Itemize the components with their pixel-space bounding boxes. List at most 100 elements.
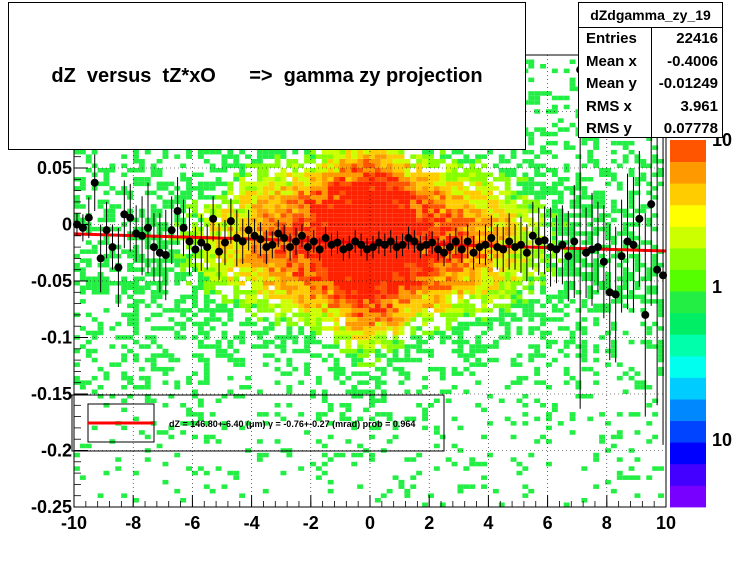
heatmap-cell (386, 339, 393, 345)
heatmap-cell (404, 294, 411, 300)
heatmap-cell (174, 335, 181, 340)
heatmap-cell (333, 272, 340, 277)
heatmap-cell (522, 213, 529, 218)
heatmap-cell (469, 258, 476, 263)
heatmap-cell (345, 339, 352, 345)
heatmap-cell (351, 357, 358, 363)
heatmap-cell (280, 335, 287, 340)
heatmap-cell (410, 281, 417, 286)
heatmap-cell (369, 204, 375, 209)
heatmap-cell (339, 412, 346, 417)
heatmap-cell (203, 272, 210, 277)
heatmap-cell (369, 258, 375, 263)
heatmap-cell (333, 330, 340, 336)
heatmap-cell (504, 231, 511, 236)
heatmap-cell (510, 262, 517, 268)
stats-row-rms-y: RMS y 0.07778 (579, 118, 722, 141)
heatmap-cell (610, 204, 617, 209)
heatmap-cell (445, 204, 452, 209)
heatmap-cell (286, 253, 293, 259)
heatmap-cell (327, 312, 334, 318)
heatmap-cell (274, 357, 281, 363)
heatmap-cell (363, 195, 369, 200)
heatmap-cell (239, 272, 246, 277)
heatmap-cell (640, 294, 647, 300)
heatmap-cell (156, 181, 163, 187)
heatmap-cell (628, 475, 635, 480)
heatmap-cell (410, 272, 417, 277)
heatmap-cell (298, 276, 305, 282)
heatmap-cell (162, 326, 169, 331)
heatmap-cell (380, 412, 387, 417)
profile-point-group (386, 230, 395, 253)
heatmap-cell (510, 267, 517, 272)
heatmap-cell (321, 272, 328, 277)
heatmap-cell (280, 231, 287, 236)
heatmap-cell (634, 244, 641, 250)
heatmap-cell (422, 177, 428, 182)
heatmap-cell (386, 181, 393, 187)
heatmap-cell (587, 204, 594, 209)
heatmap-cell (457, 285, 464, 291)
heatmap-cell (445, 199, 452, 205)
heatmap-cell (575, 267, 582, 272)
heatmap-cell (469, 172, 476, 178)
data-point (528, 231, 537, 240)
heatmap-cell (256, 330, 263, 336)
heatmap-cell (610, 321, 617, 327)
heatmap-cell (245, 204, 251, 209)
heatmap-cell (192, 204, 198, 209)
heatmap-cell (321, 213, 328, 218)
heatmap-cell (256, 258, 263, 263)
heatmap-cell (333, 452, 340, 458)
heatmap-cell (351, 190, 358, 196)
heatmap-cell (593, 380, 600, 385)
heatmap-cell (245, 272, 251, 277)
heatmap-cell (221, 217, 228, 223)
heatmap-cell (546, 439, 552, 444)
heatmap-cell (221, 195, 228, 200)
heatmap-cell (416, 357, 423, 363)
heatmap-cell (528, 190, 535, 196)
heatmap-cell (451, 312, 458, 318)
heatmap-cell (133, 168, 139, 173)
profile-point-group (440, 239, 448, 267)
heatmap-cell (463, 290, 470, 295)
heatmap-cell (233, 177, 240, 182)
heatmap-cell (563, 380, 570, 385)
heatmap-cell (327, 317, 334, 322)
x-tick-label: 2 (424, 513, 434, 533)
heatmap-cell (251, 163, 257, 169)
heatmap-cell (369, 272, 375, 277)
heatmap-cell (298, 249, 305, 254)
heatmap-cell (262, 204, 269, 209)
heatmap-cell (646, 299, 653, 304)
heatmap-cell (333, 204, 340, 209)
heatmap-cell (203, 421, 210, 426)
heatmap-cell (156, 443, 163, 449)
heatmap-cell (386, 317, 393, 322)
heatmap-cell (127, 249, 133, 254)
heatmap-cell (363, 272, 369, 277)
heatmap-cell (551, 68, 558, 74)
x-tick-label: -4 (244, 513, 260, 533)
heatmap-cell (510, 457, 517, 462)
heatmap-cell (386, 348, 393, 354)
heatmap-cell (463, 308, 470, 313)
heatmap-cell (522, 258, 529, 263)
heatmap-cell (522, 190, 529, 196)
heatmap-cell (569, 258, 576, 263)
heatmap-cell (74, 204, 80, 209)
heatmap-cell (599, 217, 605, 223)
heatmap-cell (327, 177, 334, 182)
heatmap-cell (274, 204, 281, 209)
heatmap-cell (540, 91, 546, 96)
heatmap-cell (546, 385, 552, 390)
heatmap-cell (274, 172, 281, 178)
heatmap-cell (504, 204, 511, 209)
heatmap-cell (569, 213, 576, 218)
heatmap-cell (605, 281, 611, 286)
heatmap-cell (463, 466, 470, 471)
heatmap-cell (357, 213, 364, 218)
heatmap-cell (428, 213, 434, 218)
